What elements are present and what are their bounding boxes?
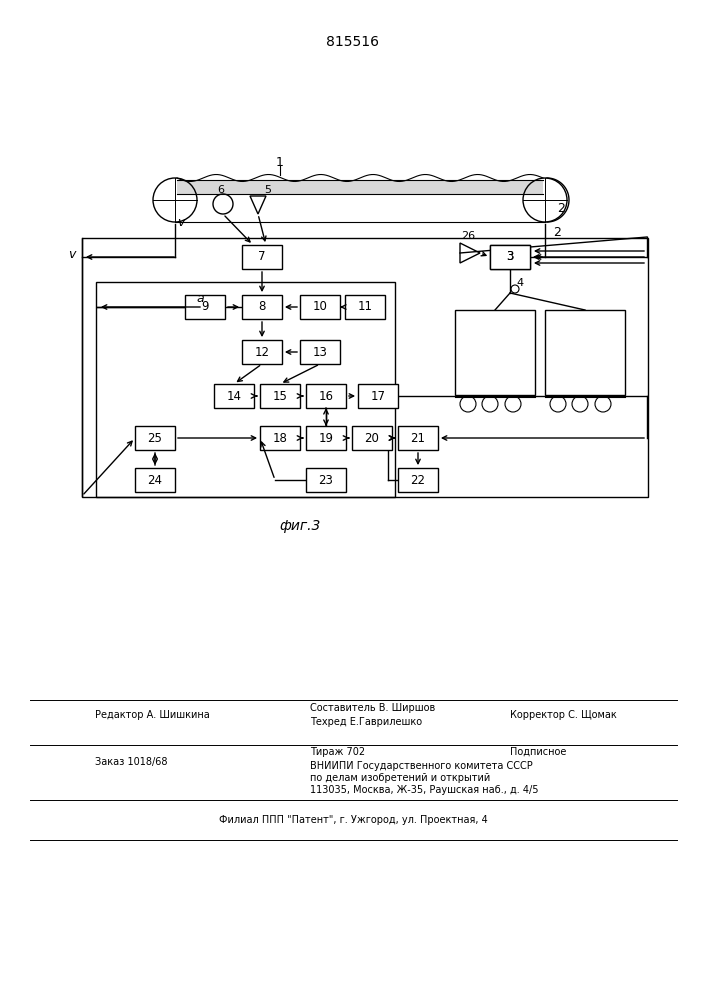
Text: 10: 10 bbox=[312, 300, 327, 314]
Text: 22: 22 bbox=[411, 474, 426, 487]
Text: 20: 20 bbox=[365, 432, 380, 444]
Text: Заказ 1018/68: Заказ 1018/68 bbox=[95, 757, 168, 767]
Text: 21: 21 bbox=[411, 432, 426, 444]
Text: 23: 23 bbox=[319, 474, 334, 487]
Bar bbox=[545, 310, 625, 395]
Bar bbox=[306, 384, 346, 408]
Bar bbox=[177, 180, 543, 194]
Text: 26: 26 bbox=[461, 231, 475, 241]
Text: 15: 15 bbox=[273, 389, 288, 402]
Bar bbox=[185, 295, 225, 319]
Text: 17: 17 bbox=[370, 389, 385, 402]
Bar bbox=[135, 426, 175, 450]
Bar bbox=[490, 245, 530, 269]
Text: 4: 4 bbox=[516, 278, 524, 288]
Bar bbox=[242, 340, 282, 364]
Bar bbox=[358, 384, 398, 408]
Text: 8: 8 bbox=[258, 300, 266, 314]
Text: Редактор А. Шишкина: Редактор А. Шишкина bbox=[95, 710, 210, 720]
Text: фиг.3: фиг.3 bbox=[279, 519, 321, 533]
Text: v: v bbox=[69, 248, 76, 261]
Bar bbox=[398, 426, 438, 450]
Text: 16: 16 bbox=[318, 389, 334, 402]
Bar bbox=[260, 384, 300, 408]
Text: 2: 2 bbox=[557, 202, 565, 215]
Bar bbox=[135, 468, 175, 492]
Text: Техред Е.Гаврилешко: Техред Е.Гаврилешко bbox=[310, 717, 422, 727]
Text: 7: 7 bbox=[258, 250, 266, 263]
Bar bbox=[96, 282, 395, 497]
Bar bbox=[306, 426, 346, 450]
Bar bbox=[306, 468, 346, 492]
Bar bbox=[345, 295, 385, 319]
Text: ВНИИПИ Государственного комитета СССР: ВНИИПИ Государственного комитета СССР bbox=[310, 761, 533, 771]
Text: v: v bbox=[177, 216, 185, 229]
Text: 113035, Москва, Ж-35, Раушская наб., д. 4/5: 113035, Москва, Ж-35, Раушская наб., д. … bbox=[310, 785, 539, 795]
Bar bbox=[242, 245, 282, 269]
Text: Тираж 702: Тираж 702 bbox=[310, 747, 365, 757]
Text: 3: 3 bbox=[506, 250, 514, 263]
Text: 14: 14 bbox=[226, 389, 242, 402]
Text: Корректор С. Щомак: Корректор С. Щомак bbox=[510, 710, 617, 720]
Bar bbox=[398, 468, 438, 492]
Text: 5: 5 bbox=[264, 185, 271, 195]
Text: по делам изобретений и открытий: по делам изобретений и открытий bbox=[310, 773, 490, 783]
Bar bbox=[214, 384, 254, 408]
Bar bbox=[260, 426, 300, 450]
Text: 13: 13 bbox=[312, 346, 327, 359]
Text: 2: 2 bbox=[553, 226, 561, 238]
Text: a: a bbox=[196, 292, 204, 304]
Text: 9: 9 bbox=[201, 300, 209, 314]
Bar bbox=[82, 238, 648, 497]
Bar bbox=[352, 426, 392, 450]
Text: 18: 18 bbox=[273, 432, 288, 444]
Text: 25: 25 bbox=[148, 432, 163, 444]
Text: 19: 19 bbox=[318, 432, 334, 444]
Text: 815516: 815516 bbox=[327, 35, 380, 49]
Text: 12: 12 bbox=[255, 346, 269, 359]
Bar bbox=[455, 310, 535, 395]
Text: 6: 6 bbox=[218, 185, 225, 195]
Bar bbox=[242, 295, 282, 319]
Text: Подписное: Подписное bbox=[510, 747, 566, 757]
Bar bbox=[300, 340, 340, 364]
Text: 1: 1 bbox=[276, 156, 284, 169]
Text: 3: 3 bbox=[506, 250, 514, 263]
Text: Составитель В. Ширшов: Составитель В. Ширшов bbox=[310, 703, 436, 713]
Text: 24: 24 bbox=[148, 474, 163, 487]
Text: Филиал ППП "Патент", г. Ужгород, ул. Проектная, 4: Филиал ППП "Патент", г. Ужгород, ул. Про… bbox=[218, 815, 487, 825]
Text: 11: 11 bbox=[358, 300, 373, 314]
Bar bbox=[490, 245, 530, 269]
Bar bbox=[300, 295, 340, 319]
